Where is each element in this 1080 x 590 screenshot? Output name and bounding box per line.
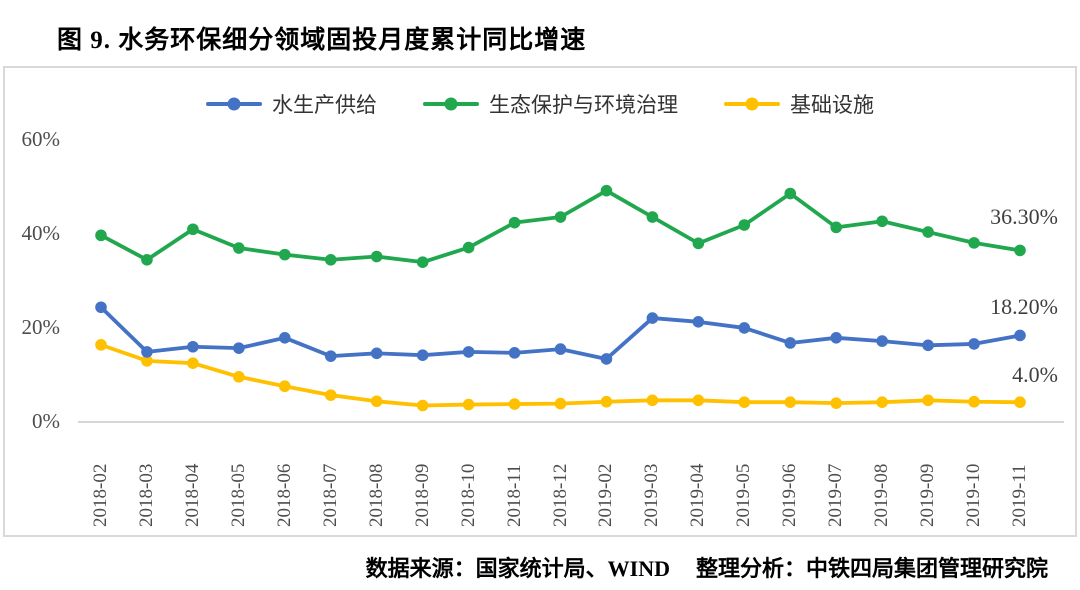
y-tick-label: 40% [21, 221, 61, 245]
legend-marker-line-icon [724, 97, 780, 111]
legend-marker-line-icon [206, 97, 262, 111]
end-value-label-eco-protection: 36.30% [990, 204, 1058, 229]
y-tick-label: 20% [21, 315, 61, 339]
legend-item-water-supply: 水生产供给 [206, 89, 377, 119]
end-value-label-water-supply: 18.20% [990, 294, 1058, 319]
legend-marker-dot-icon [444, 97, 458, 111]
end-value-label-infrastructure: 4.0% [1012, 362, 1058, 387]
legend-label: 生态保护与环境治理 [489, 93, 678, 117]
legend-marker-dot-icon [227, 97, 241, 111]
legend-marker-dot-icon [745, 97, 759, 111]
y-tick-label: 60% [21, 127, 61, 151]
analysis-credit-text: 整理分析：中铁四局集团管理研究院 [695, 556, 1048, 581]
chart-frame [3, 66, 1077, 537]
legend-item-eco-protection: 生态保护与环境治理 [423, 89, 678, 119]
y-tick-label: 0% [32, 409, 60, 433]
source-footer: 数据来源：国家统计局、WIND 整理分析：中铁四局集团管理研究院 [366, 551, 1048, 583]
data-source-text: 数据来源：国家统计局、WIND [365, 556, 670, 581]
chart-legend: 水生产供给 生态保护与环境治理 基础设施 [206, 89, 874, 119]
legend-marker-line-icon [423, 97, 479, 111]
legend-label: 基础设施 [790, 93, 874, 117]
legend-item-infrastructure: 基础设施 [724, 89, 874, 119]
chart-title: 图 9. 水务环保细分领域固投月度累计同比增速 [57, 27, 587, 54]
legend-label: 水生产供给 [272, 93, 377, 117]
